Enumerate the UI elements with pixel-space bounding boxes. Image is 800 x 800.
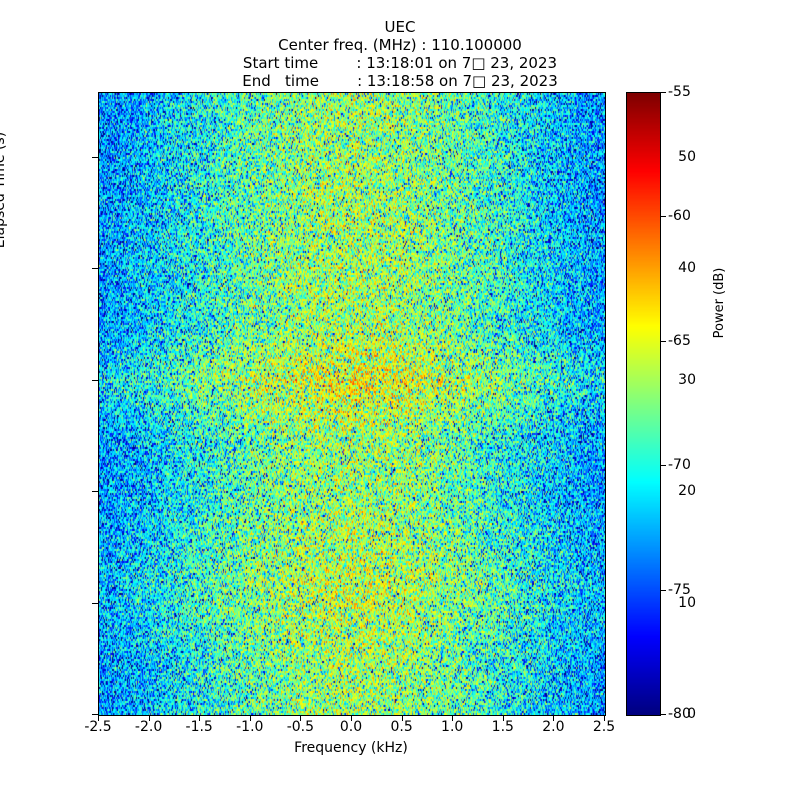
y-tick-mark [92,268,98,269]
x-tick-mark [402,715,403,721]
y-tick-label: 40 [678,260,696,277]
x-tick-mark [553,715,554,721]
x-tick-mark [149,715,150,721]
colorbar-tick-label: -55 [668,84,691,100]
y-tick-mark [92,157,98,158]
spectrogram-plot-area[interactable] [98,92,606,716]
x-tick-mark [98,715,99,721]
x-tick-label: 1.5 [491,719,514,735]
x-tick-mark [351,715,352,721]
x-tick-label: -1.5 [185,719,213,735]
x-axis-label: Frequency (kHz) [294,740,408,756]
x-tick-label: -0.5 [286,719,315,735]
colorbar-tick-mark [660,92,666,93]
x-tick-mark [604,715,605,721]
x-tick-mark [300,715,301,721]
spectrogram-image [99,93,605,715]
x-tick-mark [250,715,251,721]
y-tick-mark [92,491,98,492]
colorbar-tick-label: -60 [668,208,691,225]
colorbar-tick-label: -70 [668,457,691,474]
x-tick-mark [452,715,453,721]
colorbar-tick-mark [660,590,666,591]
title-line-end-time: End time : 13:18:58 on 7□ 23, 2023 [242,72,558,90]
x-tick-mark [503,715,504,721]
x-tick-label: 1.0 [441,719,464,735]
y-tick-label: 10 [678,594,696,611]
colorbar[interactable] [626,92,661,716]
x-tick-label: -2.5 [84,719,112,735]
colorbar-tick-label: -75 [668,581,691,598]
x-tick-label: -1.0 [236,719,264,735]
figure-title: UEC Center freq. (MHz) : 110.100000 Star… [0,18,800,90]
colorbar-gradient [627,93,660,715]
colorbar-tick-mark [660,216,666,217]
x-tick-mark [199,715,200,721]
x-tick-label: -2.0 [134,719,163,735]
y-tick-mark [92,603,98,604]
title-line-station: UEC [384,18,416,36]
y-tick-label: 20 [678,483,696,500]
colorbar-tick-label: -65 [668,332,691,349]
colorbar-tick-mark [660,714,666,715]
x-tick-label: 2.5 [592,719,616,735]
y-tick-label: 0 [687,706,696,722]
title-line-start-time: Start time : 13:18:01 on 7□ 23, 2023 [242,54,558,72]
colorbar-label: Power (dB) [712,267,727,339]
colorbar-tick-mark [660,465,666,466]
y-tick-label: 50 [678,148,696,165]
x-tick-label: 0.0 [339,719,363,735]
title-line-center-freq: Center freq. (MHz) : 110.100000 [278,36,522,54]
colorbar-tick-mark [660,341,666,342]
y-axis-label: Elapsed Time (s) [0,131,8,249]
x-tick-label: 2.0 [542,719,565,735]
y-tick-mark [92,380,98,381]
x-tick-label: 0.5 [390,719,413,735]
y-tick-label: 30 [678,371,696,388]
y-tick-mark [92,714,98,715]
colorbar-tick-label: -80 [668,706,691,722]
